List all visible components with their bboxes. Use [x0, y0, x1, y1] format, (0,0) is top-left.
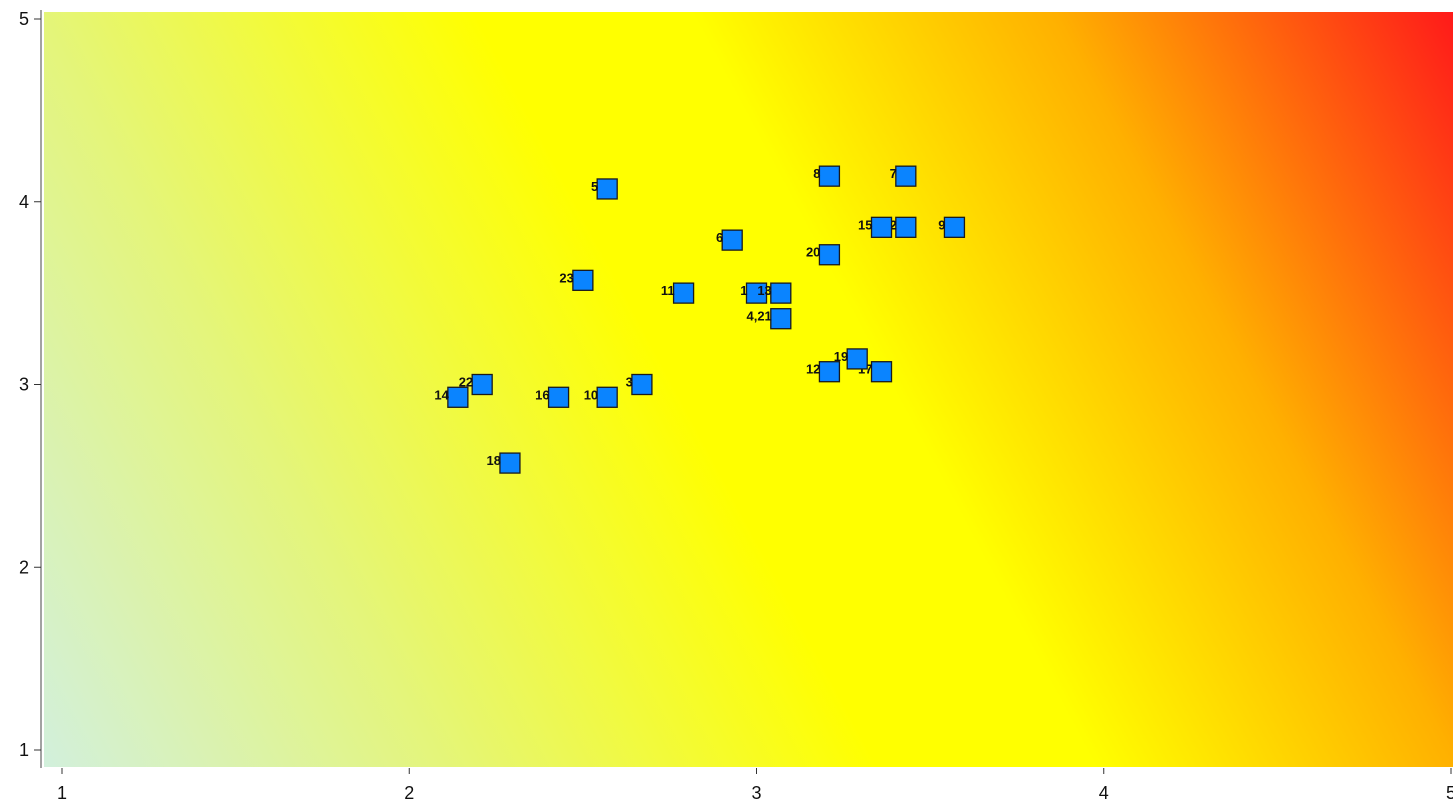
- x-axis-ticks: 1 2 3 4 5: [57, 768, 1453, 803]
- data-point-label: 12: [806, 362, 820, 377]
- data-point-label: 6: [716, 230, 723, 245]
- data-point-label: 20: [806, 245, 820, 260]
- data-point-marker: [943, 216, 966, 238]
- data-point-marker: [870, 216, 893, 238]
- y-tick-label: 1: [19, 740, 29, 760]
- x-tick-label: 2: [404, 783, 414, 803]
- y-tick-label: 5: [19, 9, 29, 29]
- data-point-marker: [745, 282, 768, 304]
- data-point-label: 10: [584, 387, 598, 402]
- data-point-marker: [818, 244, 841, 266]
- data-point-label: 2: [890, 217, 897, 232]
- x-tick-label: 5: [1446, 783, 1453, 803]
- x-tick-label: 4: [1099, 783, 1109, 803]
- data-point-label: 19: [834, 349, 848, 364]
- data-point-marker: [895, 165, 917, 187]
- data-point-label: 5: [591, 179, 598, 194]
- data-point-marker: [596, 386, 618, 408]
- data-point-marker: [447, 386, 469, 408]
- data-point-label: 13: [757, 283, 771, 298]
- data-point-label: 3: [626, 375, 633, 390]
- x-tick-label: 3: [751, 783, 761, 803]
- data-point-label: 16: [535, 387, 549, 402]
- y-axis-ticks: 1 2 3 4 5: [19, 9, 41, 760]
- data-point-marker: [471, 373, 493, 396]
- data-point-marker: [895, 216, 917, 238]
- data-point-label: 1: [740, 283, 747, 298]
- x-tick-label: 1: [57, 783, 67, 803]
- data-point-label: 23: [559, 270, 573, 285]
- data-point-marker: [596, 178, 618, 200]
- data-point-marker: [631, 373, 653, 396]
- data-point-label: 9: [938, 217, 945, 232]
- data-point-label: 4,21: [746, 309, 771, 324]
- data-point-label: 7: [890, 166, 897, 181]
- data-point-marker: [870, 361, 893, 383]
- data-point-marker: [672, 282, 695, 304]
- data-point-marker: [770, 282, 792, 304]
- y-tick-label: 2: [19, 557, 29, 577]
- data-point-label: 22: [459, 375, 473, 390]
- data-point-marker: [499, 452, 521, 474]
- data-point-label: 18: [486, 453, 500, 468]
- data-point-marker: [572, 269, 594, 291]
- data-point-marker: [818, 361, 841, 383]
- y-tick-label: 4: [19, 192, 29, 212]
- y-tick-label: 3: [19, 375, 29, 395]
- data-point-marker: [547, 386, 570, 408]
- data-point-marker: [846, 348, 868, 370]
- data-point-marker: [818, 165, 841, 187]
- data-point-label: 11: [661, 283, 675, 298]
- data-point-marker: [770, 308, 792, 330]
- data-point-label: 15: [858, 217, 872, 232]
- data-point-marker: [721, 229, 743, 251]
- data-point-label: 14: [434, 387, 449, 402]
- data-point-label: 8: [813, 166, 820, 181]
- plot-background: [44, 12, 1453, 767]
